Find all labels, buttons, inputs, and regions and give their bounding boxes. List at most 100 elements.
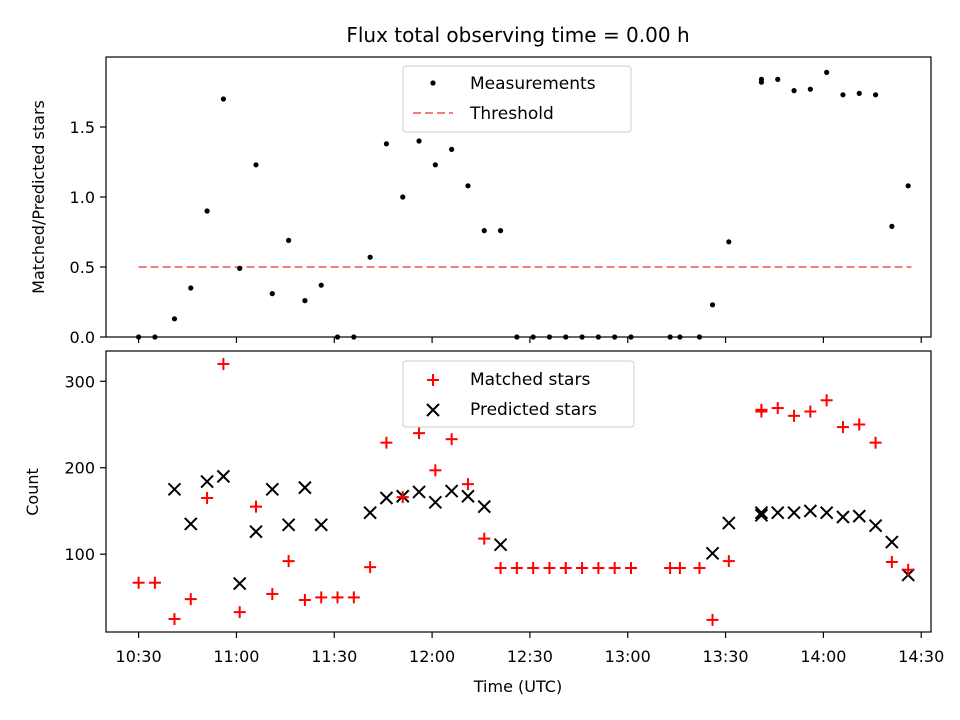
predicted-point <box>167 482 182 497</box>
predicted-point <box>216 469 231 484</box>
predicted-point <box>754 508 769 522</box>
measurement-point <box>791 88 797 94</box>
matched-point <box>347 591 360 604</box>
measurement-point <box>171 316 178 322</box>
predicted-point <box>836 510 850 524</box>
matched-point <box>902 563 915 576</box>
predicted-point <box>493 537 508 552</box>
count-y-tick-label: 100 <box>64 545 95 564</box>
matched-point <box>331 591 344 604</box>
legend-predicted-marker <box>426 403 440 417</box>
matched-point <box>250 500 262 513</box>
count-x-tick-label: 11:00 <box>213 647 259 666</box>
measurement-point <box>416 138 422 144</box>
predicted-point <box>754 505 769 520</box>
predicted-point <box>428 495 443 510</box>
ratio-y-tick-label: 1.0 <box>70 188 95 207</box>
count-x-tick-label: 14:00 <box>800 647 846 666</box>
matched-point <box>853 418 866 431</box>
matched-point <box>510 562 523 575</box>
matched-point <box>836 421 849 434</box>
count-ylabel: Count <box>23 468 42 516</box>
matched-point <box>148 576 161 589</box>
ratio-y-ticks: 0.0 0.5 1.0 1.5 <box>70 118 106 347</box>
predicted-point <box>379 491 394 505</box>
ratio-y-tick-label: 0.5 <box>70 258 95 277</box>
matched-point <box>559 562 572 575</box>
predicted-point <box>184 517 198 531</box>
matched-point <box>576 562 589 575</box>
measurement-point <box>237 265 243 271</box>
count-x-ticks: 10:30 11:00 11:30 12:00 12:30 13:00 13:30 14:00… <box>116 632 944 666</box>
matched-point <box>771 402 784 415</box>
matched-point <box>266 587 279 600</box>
ratio-axes-frame <box>105 56 932 338</box>
predicted-point <box>412 485 426 499</box>
measurement-point <box>400 194 406 200</box>
predicted-point <box>803 504 818 518</box>
count-y-ticks: 100 200 300 <box>64 372 106 564</box>
matched-point <box>788 409 801 422</box>
measurement-point <box>253 162 259 168</box>
predicted-point <box>281 518 296 532</box>
matched-point <box>804 405 817 418</box>
ratio-panel: Matched/Predicted stars 0.0 0.5 1.0 1.5 Mea… <box>29 56 932 347</box>
measurement-point <box>840 92 846 98</box>
ratio-ylabel: Matched/Predicted stars <box>29 100 48 294</box>
measurement-point <box>286 237 292 243</box>
predicted-point <box>852 509 866 523</box>
count-legend: Matched stars Predicted stars <box>402 360 635 428</box>
count-x-tick-label: 11:30 <box>311 647 357 666</box>
matched-point <box>184 593 197 606</box>
matched-point <box>885 555 898 568</box>
measurement-point <box>824 69 830 75</box>
matched-point <box>625 562 637 575</box>
predicted-point <box>722 516 736 530</box>
ratio-y-tick-label: 0.0 <box>70 328 95 347</box>
measurement-point <box>758 76 765 82</box>
predicted-point <box>232 576 247 591</box>
matched-point <box>706 613 719 626</box>
count-x-tick-label: 13:30 <box>703 647 749 666</box>
matched-point <box>543 562 556 575</box>
matched-point <box>168 613 181 626</box>
measurement-point <box>432 162 438 168</box>
matched-point <box>478 532 491 545</box>
predicted-points <box>167 469 915 591</box>
legend-matched-label: Matched stars <box>470 370 590 390</box>
measurement-point <box>383 141 390 147</box>
matched-point <box>132 576 145 589</box>
predicted-point <box>477 499 491 514</box>
count-x-tick-label: 10:30 <box>116 647 162 666</box>
matched-point <box>217 357 230 370</box>
measurement-point <box>872 92 879 98</box>
measurement-point <box>726 239 732 245</box>
matched-point <box>429 464 442 477</box>
matched-point <box>201 491 214 504</box>
matched-point <box>380 436 393 449</box>
measurement-point <box>269 291 275 297</box>
predicted-point <box>885 535 899 549</box>
matched-point <box>461 478 474 491</box>
predicted-point <box>705 546 720 561</box>
measurement-point <box>367 254 373 260</box>
count-panel: Count 100 200 300 10:30 11:00 11:30 12:00 12:3… <box>23 350 944 696</box>
measurement-point <box>807 86 813 92</box>
predicted-point <box>249 524 263 539</box>
count-legend-box <box>402 360 635 428</box>
matched-point <box>413 427 426 440</box>
predicted-point <box>787 505 801 520</box>
measurement-point <box>709 302 716 308</box>
count-xlabel: Time (UTC) <box>473 677 562 696</box>
predicted-point <box>363 505 377 520</box>
legend-measurement-marker <box>430 80 436 86</box>
matched-point <box>527 562 540 575</box>
measurement-point <box>481 228 487 234</box>
ratio-x-ticks <box>138 337 922 343</box>
legend-predicted-label: Predicted stars <box>470 400 597 420</box>
ratio-legend: Measurements Threshold <box>402 65 632 133</box>
measurement-point <box>318 282 324 288</box>
matched-points <box>132 357 915 626</box>
matched-point <box>315 591 328 604</box>
